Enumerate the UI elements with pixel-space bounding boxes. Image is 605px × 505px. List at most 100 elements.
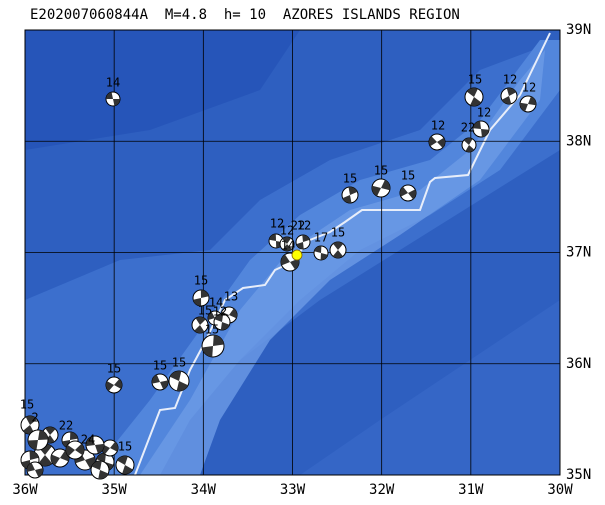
compressional-quadrant (302, 235, 310, 242)
lon-label: 31W (458, 482, 484, 498)
compressional-quadrant (113, 99, 121, 106)
lon-label: 35W (102, 482, 128, 498)
focal-mechanism (105, 376, 123, 394)
focal-mechanism (464, 87, 484, 107)
lon-label: 32W (369, 482, 395, 498)
compressional-quadrant (95, 443, 104, 454)
depth-label: 15 (153, 359, 167, 373)
compressional-quadrant (169, 370, 182, 381)
compressional-quadrant (70, 432, 78, 440)
compressional-quadrant (38, 430, 48, 440)
compressional-quadrant (473, 121, 481, 129)
compressional-quadrant (466, 88, 478, 97)
compressional-quadrant (213, 335, 224, 346)
focal-mechanism (461, 137, 477, 153)
compressional-quadrant (381, 179, 390, 191)
compressional-quadrant (122, 465, 133, 475)
lon-label: 36W (12, 482, 38, 498)
depth-label: 14 (106, 76, 120, 90)
focal-mechanism (85, 435, 105, 455)
compressional-quadrant (29, 451, 39, 460)
depth-label: 12 (213, 305, 227, 319)
compressional-quadrant (38, 455, 53, 467)
compressional-quadrant (342, 195, 352, 203)
depth-label: 15 (468, 73, 482, 87)
compressional-quadrant (23, 425, 35, 435)
compressional-quadrant (428, 136, 437, 147)
focal-mechanism (519, 95, 537, 113)
lon-label: 33W (280, 482, 306, 498)
focal-mechanism (279, 236, 295, 252)
compressional-quadrant (25, 416, 37, 425)
compressional-quadrant (45, 427, 56, 435)
focal-mechanism (428, 133, 446, 151)
focal-mechanism (399, 184, 417, 202)
compressional-quadrant (110, 441, 118, 452)
compressional-quadrant (152, 374, 160, 384)
compressional-quadrant (269, 234, 276, 241)
compressional-quadrant (280, 254, 290, 266)
compressional-quadrant (348, 187, 358, 195)
epicenter (291, 249, 303, 261)
compressional-quadrant (50, 454, 60, 466)
focal-mechanism (151, 373, 169, 391)
compressional-quadrant (220, 322, 230, 330)
compressional-quadrant (463, 138, 473, 145)
lat-label: 36N (566, 356, 591, 372)
lat-label: 39N (566, 22, 591, 38)
compressional-quadrant (501, 96, 512, 105)
depth-label: 15 (205, 323, 219, 337)
depth-label: 15 (343, 172, 357, 186)
compressional-quadrant (296, 242, 304, 249)
compressional-quadrant (91, 461, 102, 470)
compressional-quadrant (86, 436, 95, 447)
focal-mechanism (105, 91, 121, 107)
focal-mechanism (500, 87, 518, 105)
depth-label: 22 (461, 121, 475, 135)
depth-label: 24 (81, 433, 95, 447)
compressional-quadrant (372, 185, 381, 197)
depth-label: 15 (172, 356, 186, 370)
lat-label: 37N (566, 245, 591, 261)
compressional-quadrant (194, 325, 205, 333)
focal-mechanism (192, 289, 210, 307)
focal-mechanism (371, 178, 391, 198)
compressional-quadrant (229, 308, 237, 319)
focal-mechanism (65, 440, 85, 460)
compressional-quadrant (98, 470, 109, 479)
focal-mechanism (295, 234, 311, 250)
compressional-quadrant (437, 137, 445, 148)
compressional-quadrant (400, 186, 408, 197)
lon-label: 34W (191, 482, 217, 498)
depth-label: 22 (291, 219, 305, 233)
depth-label: 15 (194, 274, 208, 288)
depth-label: 12 (503, 73, 517, 87)
depth-label: 12 (431, 119, 445, 133)
focal-mechanism (313, 245, 329, 261)
depth-label: 12 (270, 217, 284, 231)
focal-mechanism (26, 461, 44, 479)
depth-label: 12 (522, 81, 536, 95)
focal-mechanism (268, 233, 284, 249)
depth-label: 2 (31, 411, 38, 425)
focal-mechanism (341, 186, 359, 204)
compressional-quadrant (314, 246, 322, 253)
compressional-quadrant (202, 346, 213, 357)
compressional-quadrant (193, 298, 202, 306)
map-frame (24, 29, 561, 476)
compressional-quadrant (195, 317, 206, 325)
compressional-quadrant (160, 380, 168, 390)
compressional-quadrant (208, 311, 215, 321)
depth-label: 15 (401, 169, 415, 183)
lat-label: 38N (566, 133, 591, 149)
compressional-quadrant (176, 381, 189, 392)
compressional-quadrant (282, 244, 292, 252)
depth-label: 15 (118, 440, 132, 454)
depth-label: 22 (59, 419, 73, 433)
map-title: E202007060844A M=4.8 h= 10 AZORES ISLAND… (30, 7, 460, 23)
compressional-quadrant (408, 189, 416, 200)
depth-label: 12 (280, 224, 294, 238)
compressional-quadrant (75, 443, 84, 456)
focal-mechanism (115, 455, 135, 475)
